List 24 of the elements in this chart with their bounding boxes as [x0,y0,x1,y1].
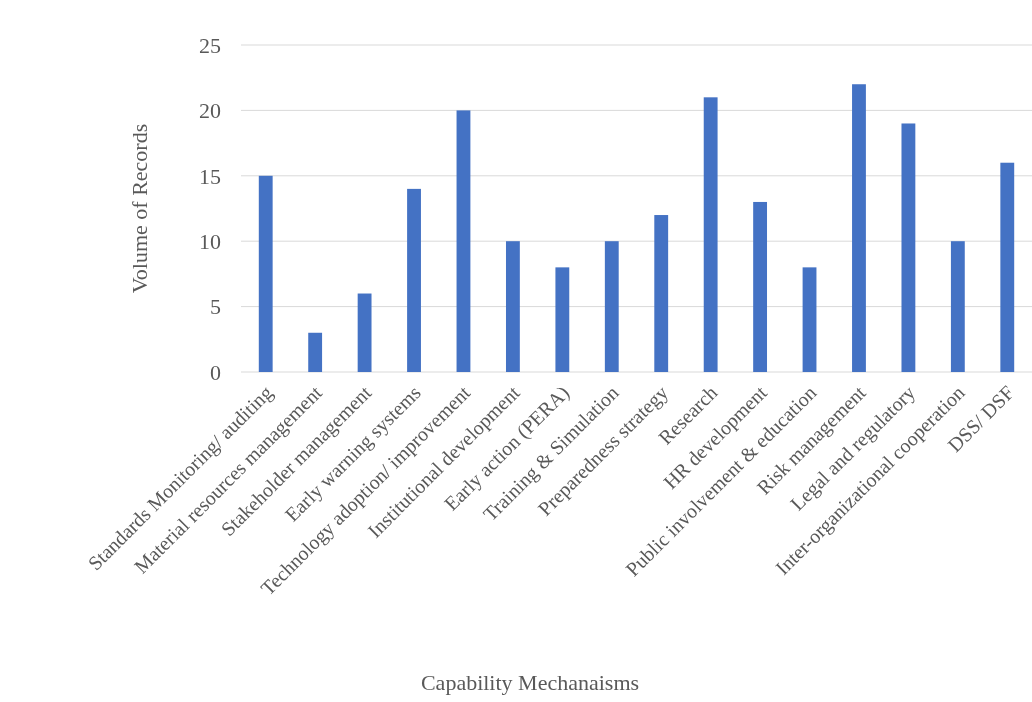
bar [407,188,421,372]
x-axis-title: Capability Mechanaisms [420,670,640,695]
y-tick-label: 15 [199,163,221,189]
bar [604,241,619,372]
bar [802,267,817,372]
bar [555,267,570,372]
bar [950,241,965,372]
bar [308,332,323,372]
bar [505,241,520,372]
y-tick-label: 20 [199,98,221,124]
bar [456,110,471,372]
bar [753,201,768,372]
y-tick-label: 25 [199,32,221,58]
bar [901,123,916,372]
bar [703,97,718,372]
bar [852,84,866,372]
bar [357,293,372,372]
bar [1000,162,1015,372]
y-tick-label: 0 [210,359,221,385]
bar [654,215,669,372]
y-tick-label: 10 [199,228,221,254]
y-axis-title: Volume of Records [127,123,152,294]
y-tick-label: 5 [210,294,221,320]
bar [258,175,273,372]
